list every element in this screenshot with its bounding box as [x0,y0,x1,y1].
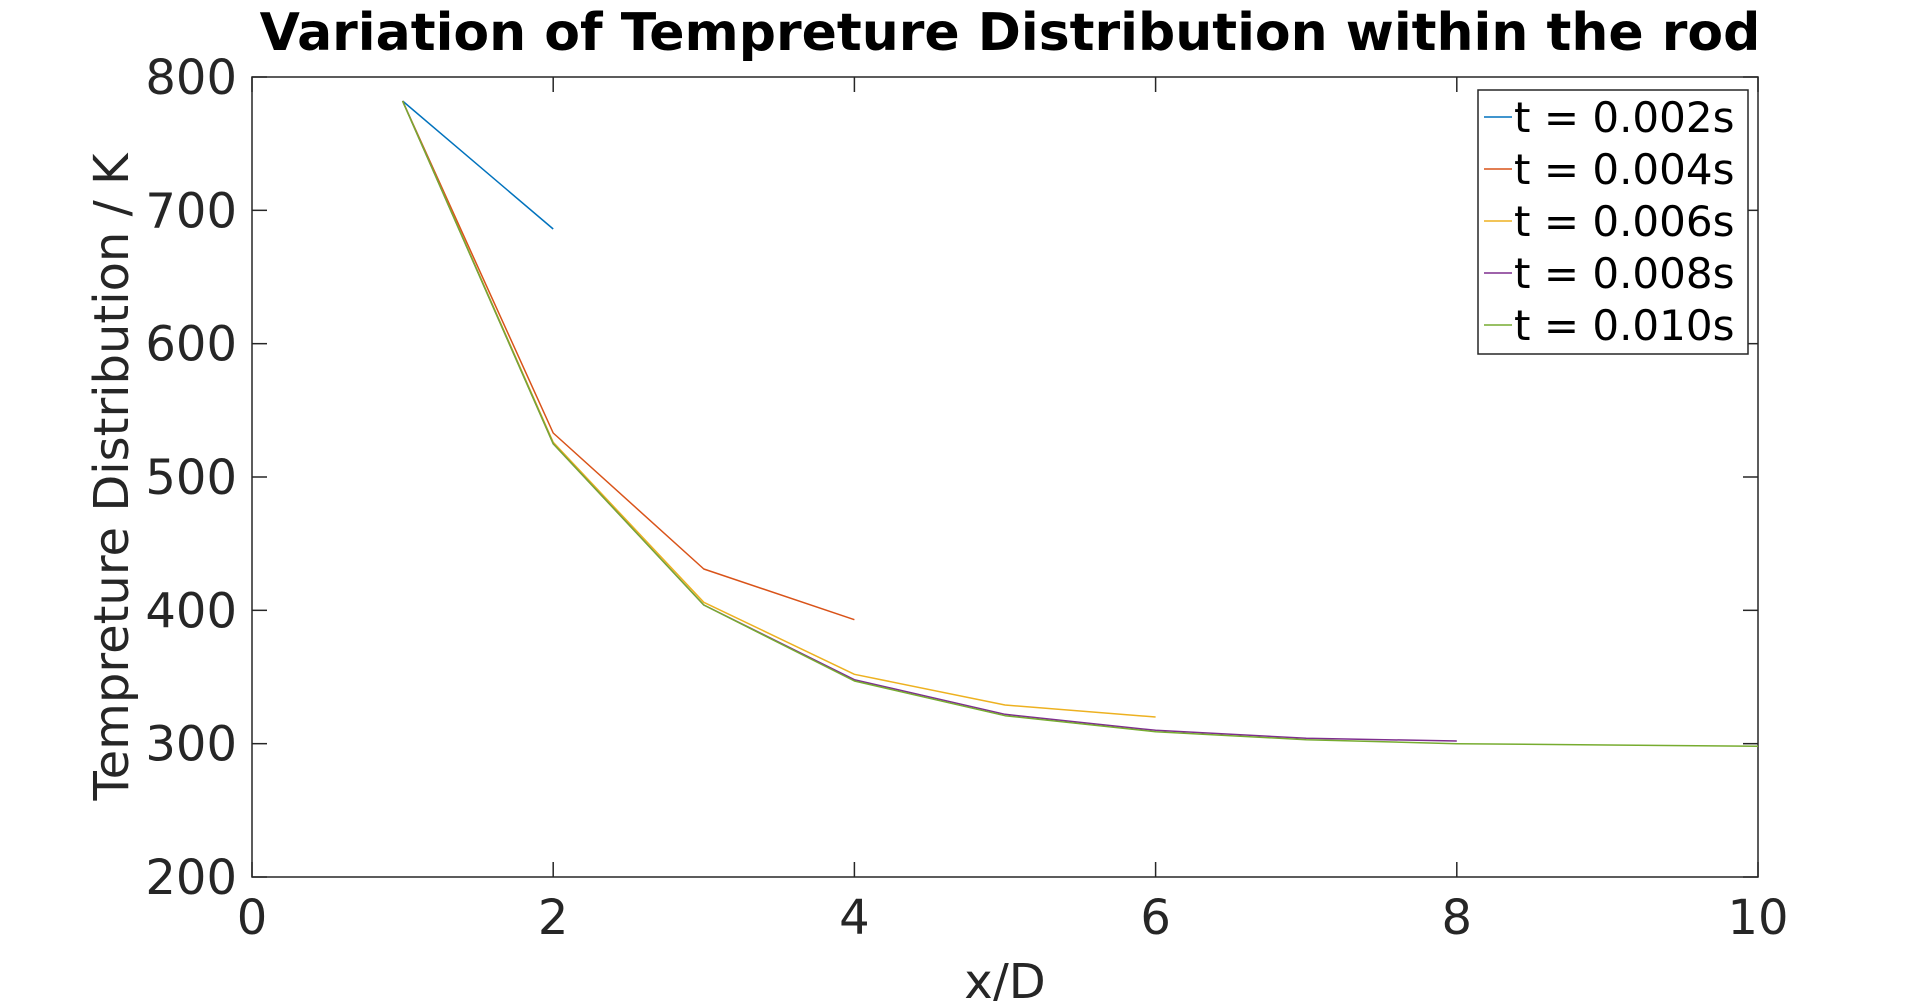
legend-entry-label: t = 0.004s [1514,145,1734,194]
y-tick-label: 700 [145,183,237,239]
x-axis-label: x/D [964,954,1046,1001]
y-axis: 200 300 400 500 600 700 800 [145,50,1758,906]
y-tick-label: 200 [145,850,237,906]
y-tick-label: 300 [145,717,237,773]
y-axis-label: Tempreture Distribution / K [84,152,140,802]
x-tick-label: 8 [1442,890,1473,946]
series-line-5 [401,100,1759,748]
legend-box [1477,89,1749,355]
x-tick-label: 10 [1727,890,1788,946]
y-tick-label: 400 [145,583,237,639]
x-tick-label: 0 [237,890,268,946]
legend-entry-label: t = 0.006s [1514,197,1734,246]
series-line-2 [401,100,855,621]
y-tick-label: 800 [145,50,237,106]
series-line-1 [402,100,554,230]
x-tick-label: 6 [1140,890,1171,946]
chart-title: Variation of Tempreture Distribution wit… [260,3,1761,63]
x-tick-label: 4 [839,890,870,946]
legend-entry-label: t = 0.010s [1514,301,1734,350]
y-tick-label: 500 [145,450,237,506]
x-axis: 0 2 4 6 8 10 [237,77,1789,946]
x-tick-label: 2 [538,890,569,946]
legend-entry-label: t = 0.002s [1514,93,1734,142]
y-tick-label: 600 [145,317,237,373]
series-lines [401,100,1759,748]
legend-entry-label: t = 0.008s [1514,249,1734,298]
